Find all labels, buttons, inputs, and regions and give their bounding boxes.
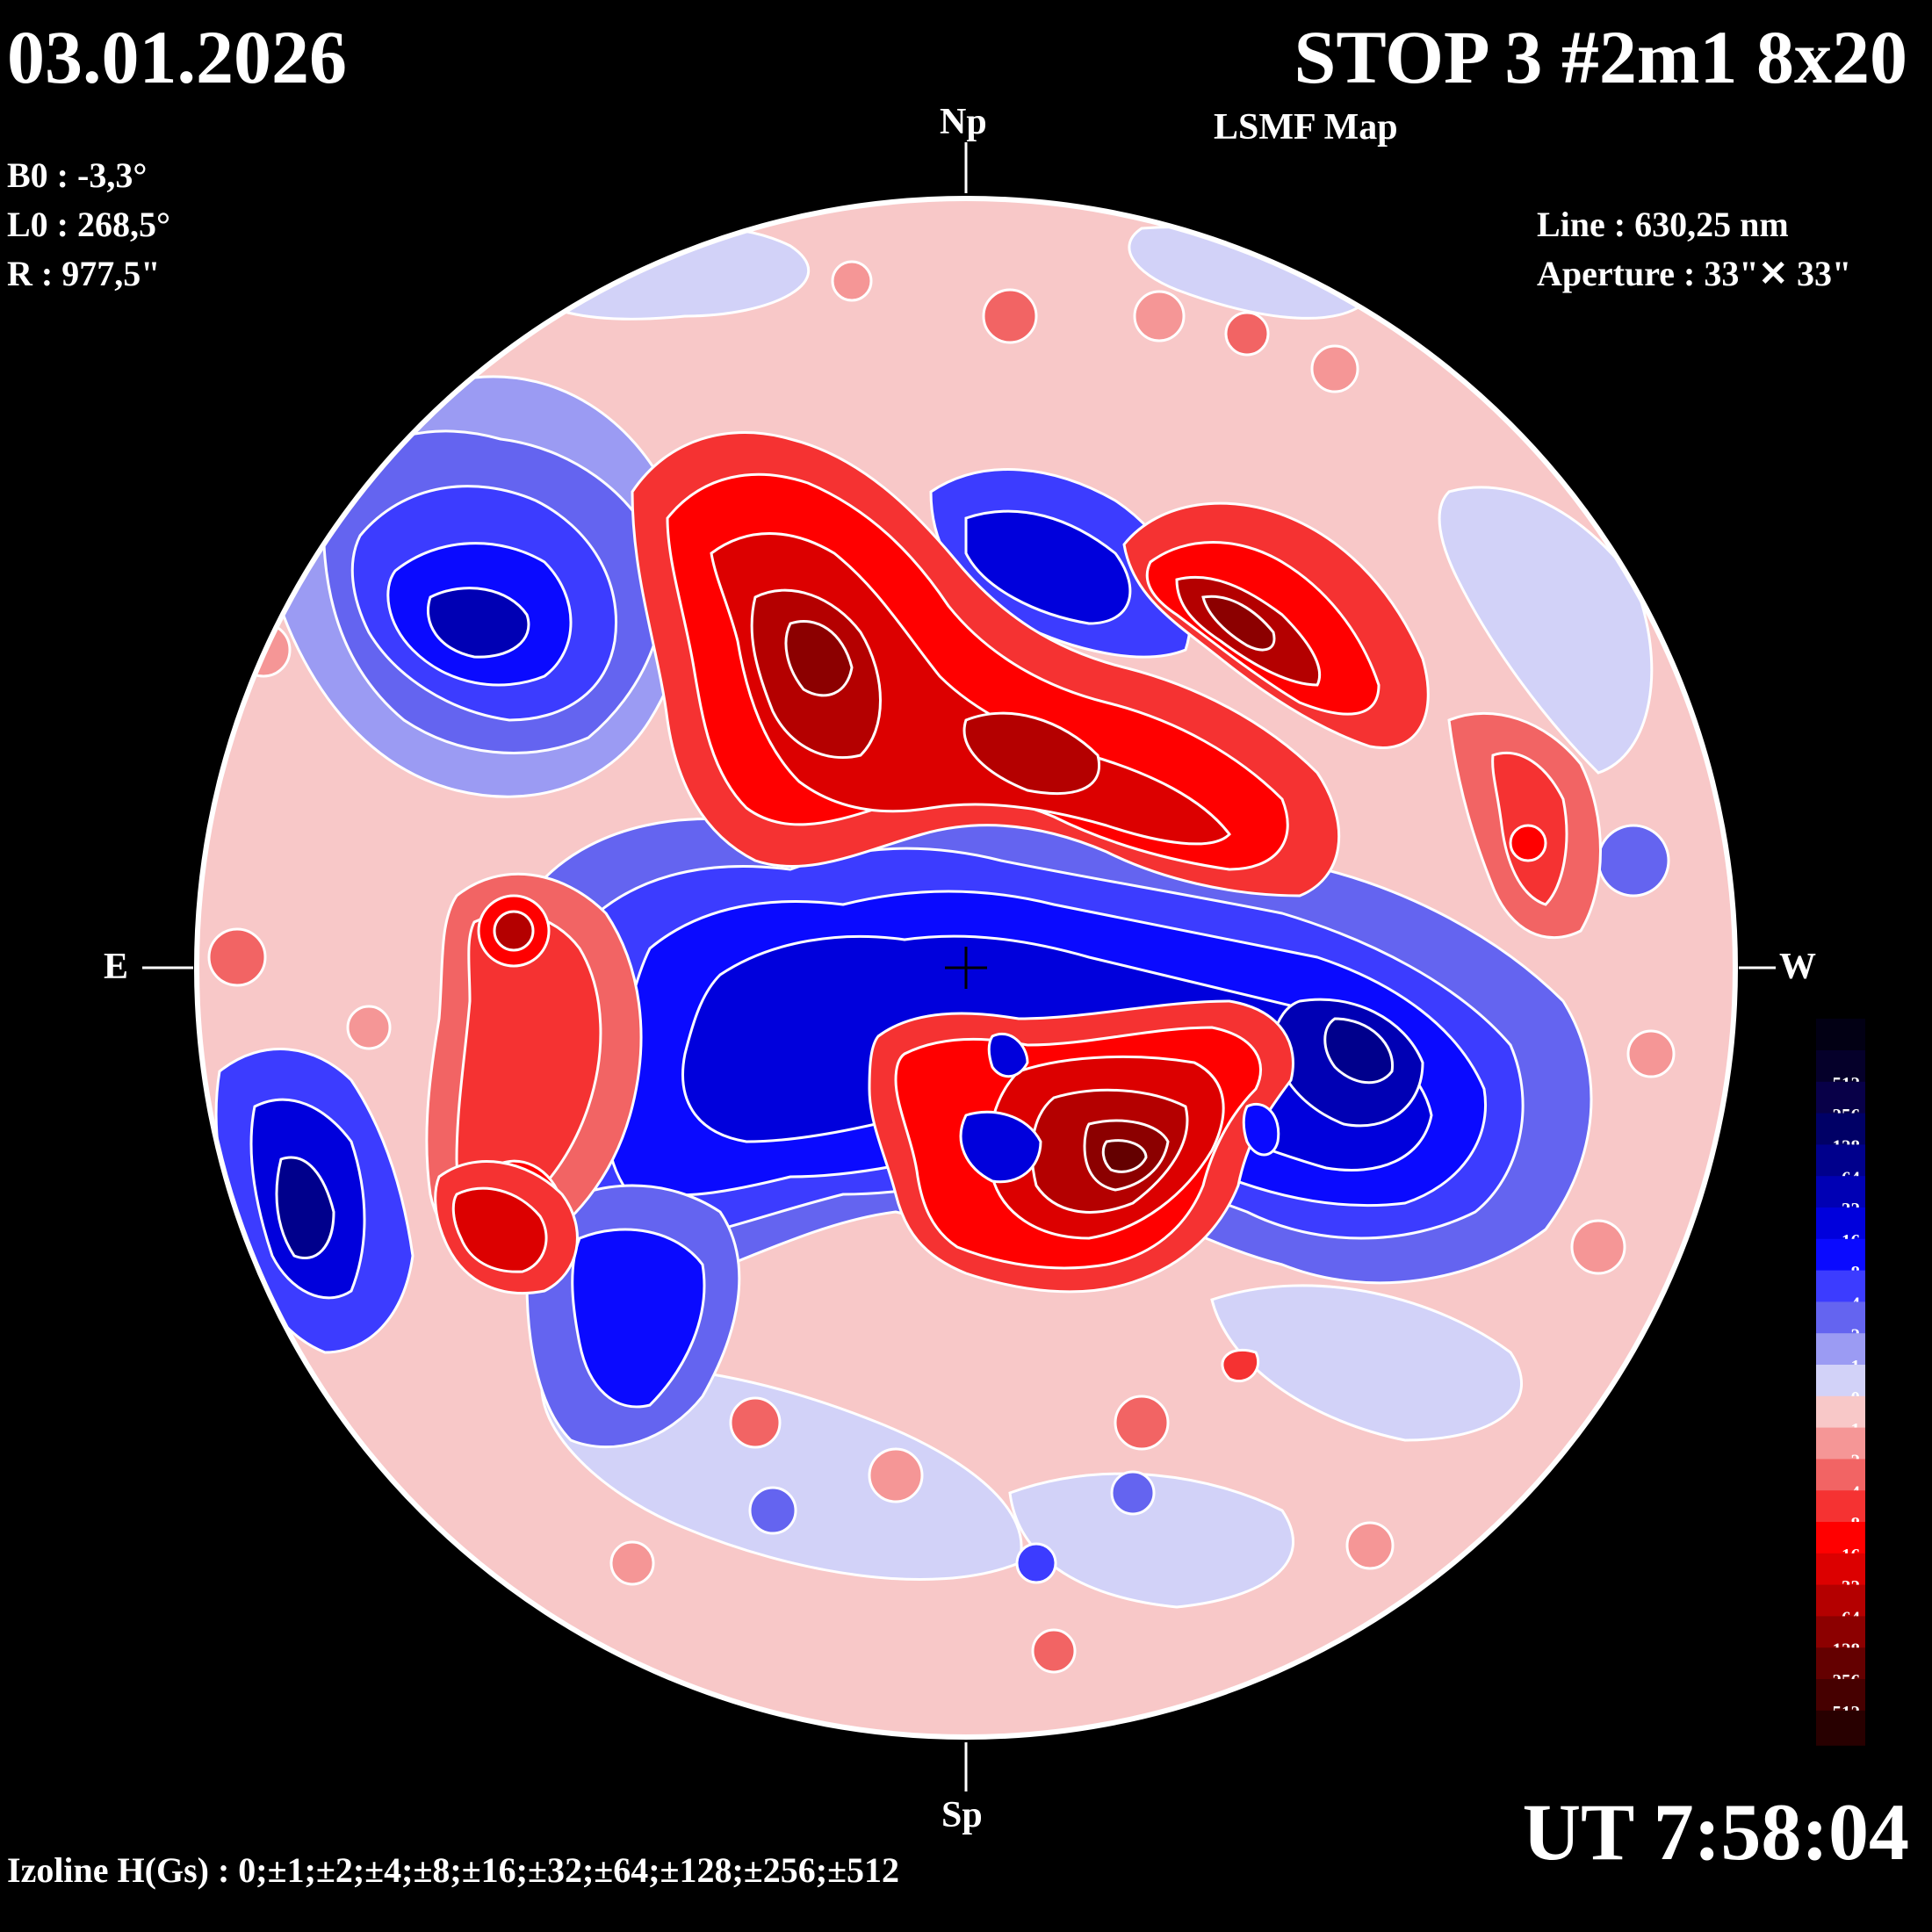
legend-swatch bbox=[1816, 1333, 1865, 1366]
legend-swatch bbox=[1816, 1365, 1865, 1397]
axis-ticks bbox=[142, 142, 1776, 1791]
observation-date: 03.01.2026 bbox=[7, 15, 347, 99]
izoline-levels: Izoline H(Gs) : 0;±1;±2;±4;±8;±16;±32;±6… bbox=[7, 1850, 900, 1890]
legend-swatch bbox=[1816, 1208, 1865, 1240]
legend-swatch bbox=[1816, 1616, 1865, 1648]
legend-swatch bbox=[1816, 1553, 1865, 1586]
legend-swatch bbox=[1816, 1144, 1865, 1177]
b0-parameter: B0 : -3,3° bbox=[7, 155, 148, 195]
legend-cap-top bbox=[1816, 1019, 1865, 1050]
legend-swatch bbox=[1816, 1050, 1865, 1083]
legend-swatch bbox=[1816, 1113, 1865, 1145]
ut-time: UT 7:58:04 bbox=[1522, 1787, 1909, 1877]
legend-swatch bbox=[1816, 1427, 1865, 1460]
disk-limb bbox=[194, 196, 1738, 1740]
legend-swatch bbox=[1816, 1584, 1865, 1617]
color-legend: -512-256-128-64-32-16-8-4-2-101248163264… bbox=[1816, 1019, 1865, 1746]
legend-swatch bbox=[1816, 1490, 1865, 1523]
legend-swatch bbox=[1816, 1522, 1865, 1554]
legend-swatch bbox=[1816, 1238, 1865, 1272]
east-label: E bbox=[104, 947, 129, 987]
legend-swatch bbox=[1816, 1679, 1865, 1712]
map-subtitle: LSMF Map bbox=[1214, 107, 1398, 148]
solar-disk bbox=[197, 198, 1735, 1737]
legend-cap-bottom bbox=[1816, 1710, 1865, 1746]
spectral-line-parameter: Line : 630,25 nm bbox=[1537, 205, 1789, 244]
disk-center-cross bbox=[945, 947, 987, 989]
legend-swatch bbox=[1816, 1176, 1865, 1208]
legend-swatch bbox=[1816, 1081, 1865, 1114]
positive-polarity-regions bbox=[207, 260, 1676, 1674]
legend-swatch bbox=[1816, 1647, 1865, 1680]
l0-parameter: L0 : 268,5° bbox=[7, 205, 170, 244]
legend-swatch bbox=[1816, 1270, 1865, 1302]
legend-swatch bbox=[1816, 1301, 1865, 1334]
radius-parameter: R : 977,5" bbox=[7, 254, 161, 293]
map-title: STOP 3 #2m1 8x20 bbox=[1294, 15, 1907, 99]
west-label: W bbox=[1779, 947, 1816, 987]
legend-swatch bbox=[1816, 1459, 1865, 1491]
south-pole-label: Sp bbox=[941, 1795, 983, 1835]
aperture-parameter: Aperture : 33"✕ 33" bbox=[1537, 254, 1852, 293]
legend-swatch bbox=[1816, 1395, 1865, 1429]
north-pole-label: Np bbox=[940, 102, 987, 142]
